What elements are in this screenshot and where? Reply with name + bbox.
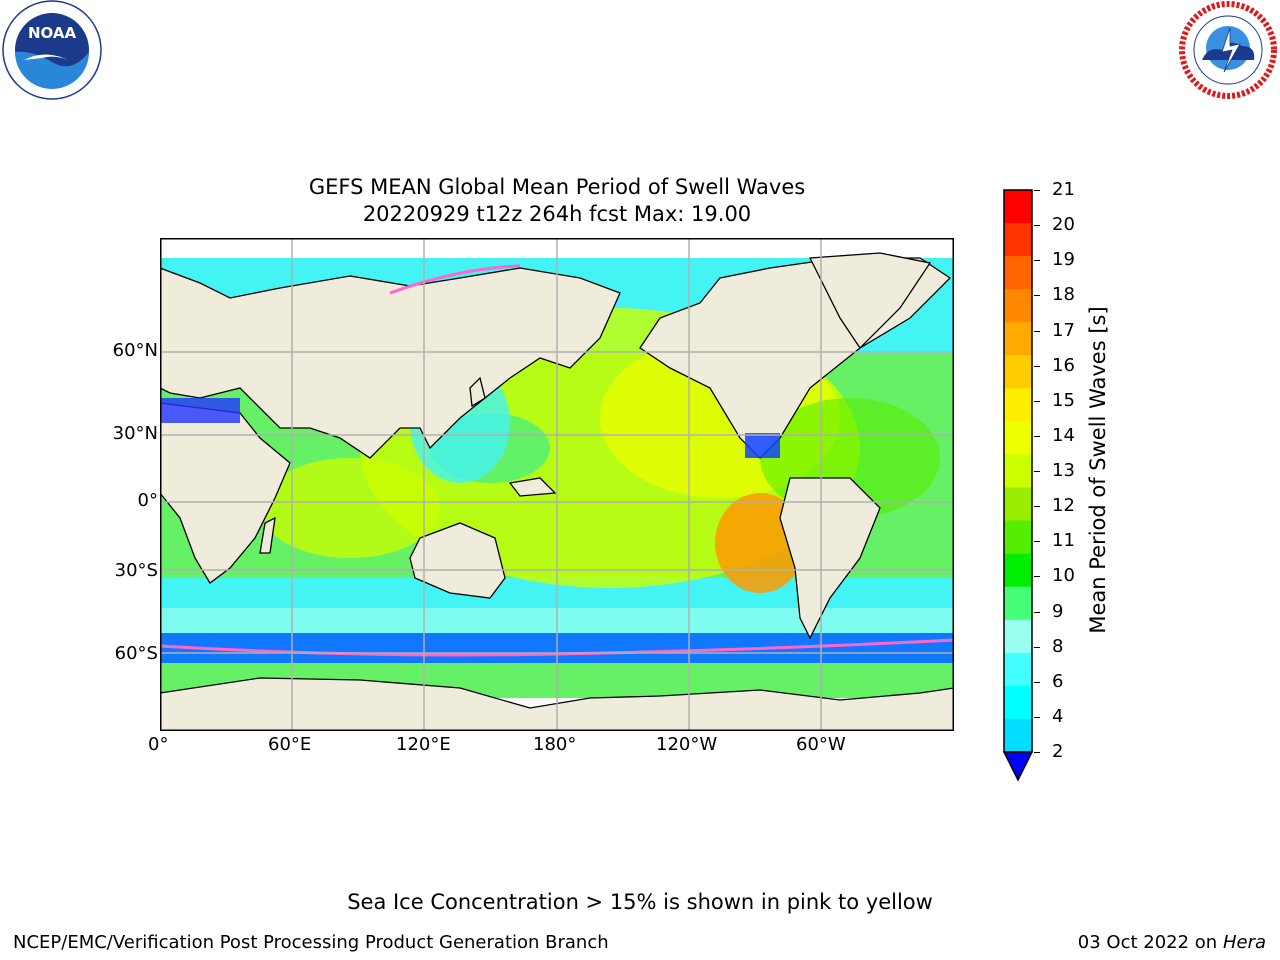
colorbar-tick <box>1034 541 1040 543</box>
map-panel <box>159 238 955 732</box>
lon-label: 60°W <box>796 734 846 755</box>
colorbar-segment <box>1004 322 1032 356</box>
colorbar-tick <box>1034 506 1040 508</box>
colorbar-segment <box>1004 685 1032 720</box>
colorbar-tick-label: 11 <box>1052 530 1075 552</box>
colorbar-tick <box>1034 295 1040 297</box>
colorbar-tick-label: 14 <box>1052 424 1075 446</box>
colorbar-tick <box>1034 471 1040 472</box>
colorbar-tick-label: 19 <box>1052 249 1075 271</box>
colorbar-tick <box>1034 716 1040 718</box>
colorbar-svg <box>1002 189 1034 782</box>
colorbar-segment <box>1004 454 1032 489</box>
colorbar-tick-label: 20 <box>1052 214 1075 236</box>
colorbar-tick-label: 15 <box>1052 389 1075 411</box>
colorbar-extend-arrow <box>1002 751 1034 782</box>
colorbar-tick-label: 2 <box>1052 741 1064 762</box>
colorbar-segment <box>1004 388 1032 422</box>
colorbar-segment <box>1004 289 1032 323</box>
lat-label: 60°N <box>112 340 158 361</box>
colorbar-ticks: 21 20 19 18 17 16 15 14 13 12 11 10 9 8 6 4 2 <box>1034 179 1094 786</box>
footer-machine: Hera <box>1222 932 1266 953</box>
colorbar-tick <box>1034 225 1040 227</box>
footer-date: 03 Oct 2022 on <box>1077 932 1223 953</box>
lat-label: 30°N <box>112 423 158 444</box>
colorbar-label: Mean Period of Swell Waves [s] <box>1086 306 1110 634</box>
colorbar <box>1000 186 1036 786</box>
colorbar-tick <box>1034 752 1040 753</box>
colorbar-tick <box>1034 365 1040 367</box>
map-svg <box>159 238 955 732</box>
lat-label: 30°S <box>114 560 158 581</box>
lon-label: 120°W <box>656 734 718 755</box>
colorbar-segment <box>1004 256 1032 290</box>
colorbar-tick <box>1034 190 1040 191</box>
colorbar-segment <box>1004 553 1032 588</box>
colorbar-segment <box>1004 190 1032 224</box>
colorbar-tick-label: 9 <box>1052 600 1064 622</box>
colorbar-tick-label: 8 <box>1052 635 1064 657</box>
colorbar-tick-label: 16 <box>1052 354 1075 376</box>
sea-ice-note: Sea Ice Concentration > 15% is shown in … <box>347 890 933 914</box>
colorbar-tick-label: 10 <box>1052 565 1075 587</box>
colorbar-tick <box>1034 611 1040 613</box>
colorbar-segment <box>1004 355 1032 389</box>
lat-label: 60°S <box>114 643 158 664</box>
colorbar-segment <box>1004 619 1032 654</box>
lon-label: 0° <box>148 734 169 755</box>
lat-label: 0° <box>137 490 158 511</box>
colorbar-tick-label: 12 <box>1052 495 1075 517</box>
lon-label: 60°E <box>268 734 312 755</box>
colorbar-tick-label: 21 <box>1052 179 1075 200</box>
colorbar-tick-label: 17 <box>1052 319 1075 341</box>
colorbar-tick-label: 13 <box>1052 460 1075 481</box>
lon-label: 180° <box>533 734 577 755</box>
colorbar-tick-label: 18 <box>1052 284 1075 306</box>
chart-title: GEFS MEAN Global Mean Period of Swell Wa… <box>308 175 806 199</box>
footer-right: 03 Oct 2022 on Hera <box>1078 932 1266 953</box>
lon-label: 120°E <box>396 734 451 755</box>
chart-subtitle: 20220929 t12z 264h fcst Max: 19.00 <box>362 202 752 226</box>
colorbar-segment <box>1004 223 1032 257</box>
colorbar-segment <box>1004 718 1032 753</box>
colorbar-segment <box>1004 421 1032 455</box>
colorbar-tick-label: 4 <box>1052 705 1064 727</box>
colorbar-tick <box>1034 576 1040 578</box>
footer-left: NCEP/EMC/Verification Post Processing Pr… <box>13 932 609 953</box>
colorbar-tick <box>1034 330 1040 332</box>
noaa-logo-text: NOAA <box>28 24 77 42</box>
noaa-logo: NOAA <box>2 0 102 100</box>
graticule <box>160 238 954 731</box>
nws-logo <box>1178 0 1278 100</box>
colorbar-tick-label: 6 <box>1052 670 1064 692</box>
colorbar-tick <box>1034 435 1040 437</box>
colorbar-tick <box>1034 681 1040 683</box>
colorbar-tick <box>1034 260 1040 262</box>
colorbar-tick <box>1034 400 1040 402</box>
colorbar-segment <box>1004 520 1032 555</box>
colorbar-segment <box>1004 652 1032 687</box>
colorbar-segment <box>1004 586 1032 621</box>
colorbar-segment <box>1004 487 1032 522</box>
colorbar-tick <box>1034 646 1040 648</box>
